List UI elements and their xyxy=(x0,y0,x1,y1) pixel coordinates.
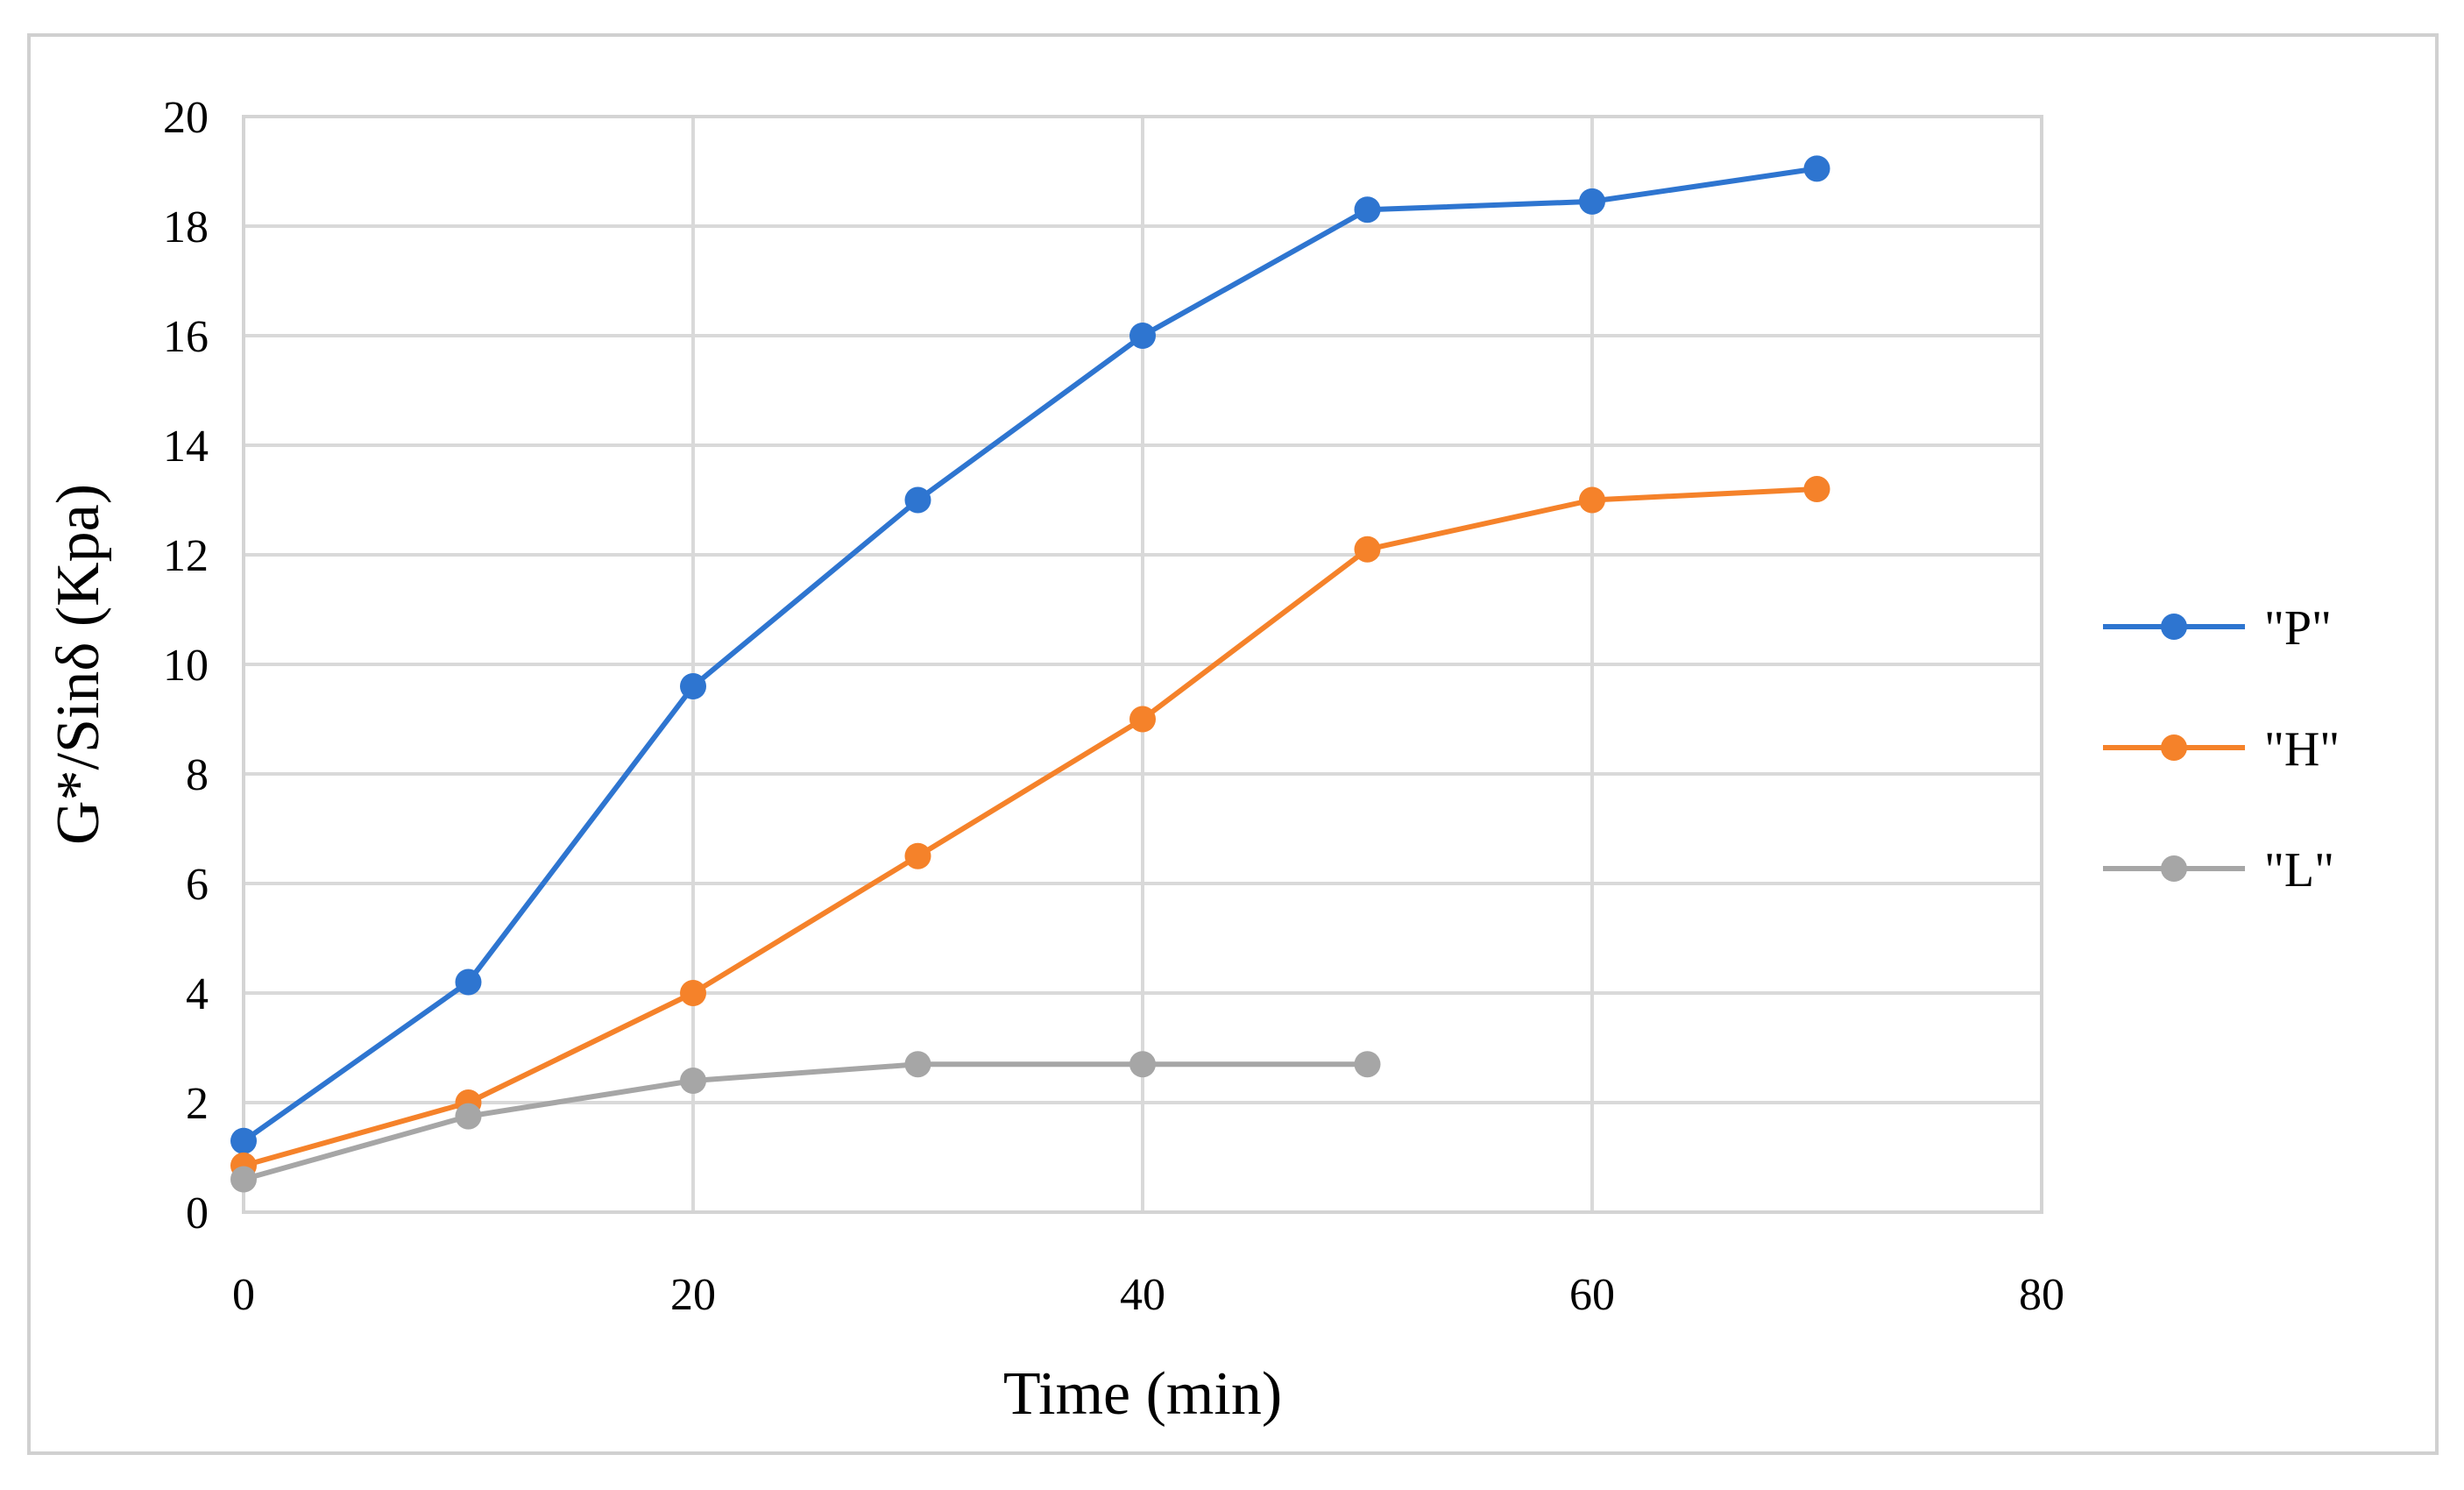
data-point xyxy=(1803,476,1830,502)
legend-item: "H" xyxy=(2103,722,2340,777)
series-line xyxy=(241,486,1820,1168)
data-point xyxy=(1579,188,1605,215)
data-point xyxy=(1129,1051,1156,1078)
series-0 xyxy=(230,155,1830,1154)
y-tick-label: 2 xyxy=(186,1079,209,1129)
legend-marker xyxy=(2161,614,2187,640)
x-tick-label: 40 xyxy=(1120,1270,1165,1320)
y-tick-label: 6 xyxy=(186,860,209,910)
series-line xyxy=(241,1061,1370,1182)
data-point xyxy=(455,968,482,996)
data-point xyxy=(1354,196,1381,224)
data-point xyxy=(230,1166,257,1193)
legend-marker xyxy=(2161,734,2187,761)
y-tick-label: 20 xyxy=(163,93,209,143)
data-point xyxy=(1579,486,1605,514)
y-tick-label: 10 xyxy=(163,641,209,691)
legend-marker xyxy=(2161,855,2187,882)
y-tick-label: 4 xyxy=(186,969,209,1019)
legend-label: "L" xyxy=(2264,843,2334,898)
legend-item: "L" xyxy=(2103,843,2334,898)
data-point xyxy=(680,673,706,699)
x-tick-label: 0 xyxy=(232,1270,255,1320)
data-point xyxy=(904,486,931,514)
legend-item: "P" xyxy=(2103,601,2332,656)
legend-label: "P" xyxy=(2264,601,2332,656)
x-tick-label: 60 xyxy=(1569,1270,1615,1320)
data-point xyxy=(680,1068,706,1094)
data-point xyxy=(230,1127,257,1154)
x-tick-label: 80 xyxy=(2019,1270,2064,1320)
legend-label: "H" xyxy=(2264,722,2340,777)
data-point xyxy=(455,1103,482,1130)
chart-border xyxy=(27,33,2439,1455)
series-layer xyxy=(230,155,1830,1193)
series-2 xyxy=(230,1051,1381,1193)
data-point xyxy=(1354,1051,1381,1078)
series-line xyxy=(241,166,1820,1144)
y-tick-label: 16 xyxy=(163,312,209,362)
tick-labels: 0 2 4 6 8 10 12 14 16 18 20 0 20 40 60 80 xyxy=(163,93,2064,1320)
x-tick-label: 20 xyxy=(670,1270,716,1320)
data-point xyxy=(904,1051,931,1078)
y-tick-label: 18 xyxy=(163,202,209,252)
y-axis-title: G*/Sinδ (Kpa) xyxy=(45,484,112,845)
legend: "P" "H" "L" xyxy=(2103,601,2340,898)
y-tick-label: 14 xyxy=(163,422,209,472)
y-tick-label: 8 xyxy=(186,750,209,800)
data-point xyxy=(680,980,706,1006)
plot-area-border xyxy=(242,115,2043,1214)
data-point xyxy=(904,842,931,869)
data-point xyxy=(1129,323,1156,349)
y-tick-label: 12 xyxy=(163,531,209,581)
y-tick-label: 0 xyxy=(186,1188,209,1238)
data-point xyxy=(1129,706,1156,733)
x-axis-title: Time (min) xyxy=(1003,1360,1282,1428)
data-point xyxy=(1803,155,1830,182)
data-point xyxy=(1354,536,1381,563)
